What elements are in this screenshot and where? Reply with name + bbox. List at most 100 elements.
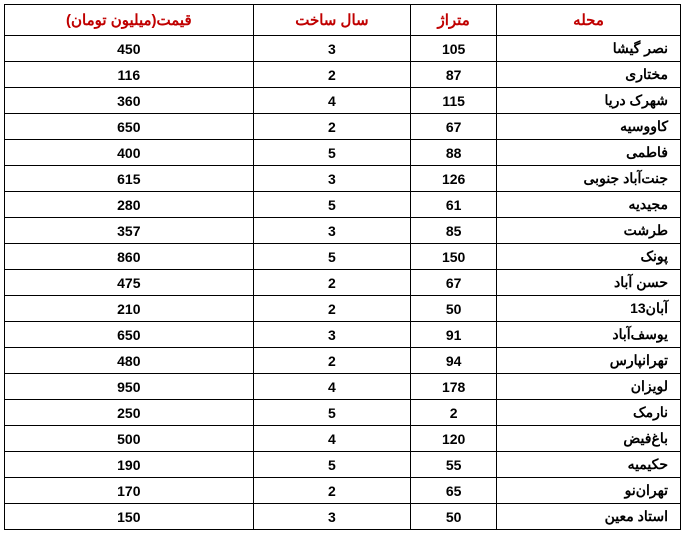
cell-price: 475 (5, 270, 254, 296)
cell-year: 5 (253, 400, 411, 426)
cell-area: 65 (411, 478, 497, 504)
table-row: 6153126جنت‌آباد جنوبی (5, 166, 681, 192)
cell-area: 105 (411, 36, 497, 62)
table-row: 650267کاووسیه (5, 114, 681, 140)
property-table: قیمت(میلیون تومان) سال ساخت متراژ محله 4… (4, 4, 681, 530)
cell-area: 94 (411, 348, 497, 374)
cell-price: 190 (5, 452, 254, 478)
cell-price: 280 (5, 192, 254, 218)
cell-neighborhood: 13آبان (497, 296, 681, 322)
table-row: 480294تهرانپارس (5, 348, 681, 374)
table-row: 4503105نصر گیشا (5, 36, 681, 62)
cell-price: 250 (5, 400, 254, 426)
table-row: 8605150پونک (5, 244, 681, 270)
cell-neighborhood: باغ‌فیض (497, 426, 681, 452)
cell-area: 88 (411, 140, 497, 166)
header-area: متراژ (411, 5, 497, 36)
cell-year: 2 (253, 270, 411, 296)
table-row: 280561مجیدیه (5, 192, 681, 218)
cell-year: 3 (253, 218, 411, 244)
cell-area: 67 (411, 114, 497, 140)
cell-neighborhood: استاد معین (497, 504, 681, 530)
cell-neighborhood: حسن آباد (497, 270, 681, 296)
cell-year: 3 (253, 322, 411, 348)
cell-neighborhood: حکیمیه (497, 452, 681, 478)
cell-year: 5 (253, 140, 411, 166)
cell-area: 115 (411, 88, 497, 114)
header-neighborhood: محله (497, 5, 681, 36)
cell-area: 178 (411, 374, 497, 400)
cell-neighborhood: یوسف‌آباد (497, 322, 681, 348)
cell-neighborhood: طرشت (497, 218, 681, 244)
cell-year: 2 (253, 114, 411, 140)
cell-neighborhood: نارمک (497, 400, 681, 426)
cell-year: 3 (253, 166, 411, 192)
cell-price: 650 (5, 322, 254, 348)
cell-year: 4 (253, 426, 411, 452)
cell-area: 91 (411, 322, 497, 348)
cell-neighborhood: لویزان (497, 374, 681, 400)
table-row: 650391یوسف‌آباد (5, 322, 681, 348)
cell-price: 615 (5, 166, 254, 192)
cell-year: 5 (253, 452, 411, 478)
cell-area: 87 (411, 62, 497, 88)
table-row: 400588فاطمی (5, 140, 681, 166)
cell-neighborhood: فاطمی (497, 140, 681, 166)
cell-price: 650 (5, 114, 254, 140)
cell-area: 55 (411, 452, 497, 478)
table-row: 3604115شهرک دریا (5, 88, 681, 114)
cell-year: 2 (253, 478, 411, 504)
table-row: 116287مختاری (5, 62, 681, 88)
cell-year: 2 (253, 296, 411, 322)
table-row: 5004120باغ‌فیض (5, 426, 681, 452)
table-row: 357385طرشت (5, 218, 681, 244)
cell-area: 50 (411, 296, 497, 322)
cell-price: 116 (5, 62, 254, 88)
cell-year: 4 (253, 374, 411, 400)
cell-price: 400 (5, 140, 254, 166)
cell-area: 67 (411, 270, 497, 296)
table-row: 150350استاد معین (5, 504, 681, 530)
cell-price: 450 (5, 36, 254, 62)
cell-neighborhood: نصر گیشا (497, 36, 681, 62)
cell-area: 85 (411, 218, 497, 244)
cell-neighborhood: تهران‌نو (497, 478, 681, 504)
cell-price: 170 (5, 478, 254, 504)
table-header-row: قیمت(میلیون تومان) سال ساخت متراژ محله (5, 5, 681, 36)
cell-year: 5 (253, 244, 411, 270)
cell-neighborhood: مجیدیه (497, 192, 681, 218)
cell-area: 120 (411, 426, 497, 452)
cell-year: 2 (253, 348, 411, 374)
cell-year: 5 (253, 192, 411, 218)
table-row: 475267حسن آباد (5, 270, 681, 296)
cell-neighborhood: شهرک دریا (497, 88, 681, 114)
table-row: 190555حکیمیه (5, 452, 681, 478)
cell-area: 150 (411, 244, 497, 270)
header-price: قیمت(میلیون تومان) (5, 5, 254, 36)
header-year: سال ساخت (253, 5, 411, 36)
cell-neighborhood: جنت‌آباد جنوبی (497, 166, 681, 192)
table-row: 170265تهران‌نو (5, 478, 681, 504)
cell-year: 3 (253, 504, 411, 530)
table-row: 9504178لویزان (5, 374, 681, 400)
cell-price: 950 (5, 374, 254, 400)
cell-area: 50 (411, 504, 497, 530)
cell-neighborhood: کاووسیه (497, 114, 681, 140)
table-body: 4503105نصر گیشا116287مختاری3604115شهرک د… (5, 36, 681, 530)
cell-price: 500 (5, 426, 254, 452)
cell-area: 126 (411, 166, 497, 192)
cell-area: 2 (411, 400, 497, 426)
cell-neighborhood: پونک (497, 244, 681, 270)
cell-neighborhood: مختاری (497, 62, 681, 88)
cell-year: 4 (253, 88, 411, 114)
cell-price: 360 (5, 88, 254, 114)
cell-price: 860 (5, 244, 254, 270)
cell-neighborhood: تهرانپارس (497, 348, 681, 374)
cell-price: 150 (5, 504, 254, 530)
table-row: 21025013آبان (5, 296, 681, 322)
cell-price: 357 (5, 218, 254, 244)
cell-year: 3 (253, 36, 411, 62)
cell-price: 210 (5, 296, 254, 322)
cell-area: 61 (411, 192, 497, 218)
table-row: 25052نارمک (5, 400, 681, 426)
